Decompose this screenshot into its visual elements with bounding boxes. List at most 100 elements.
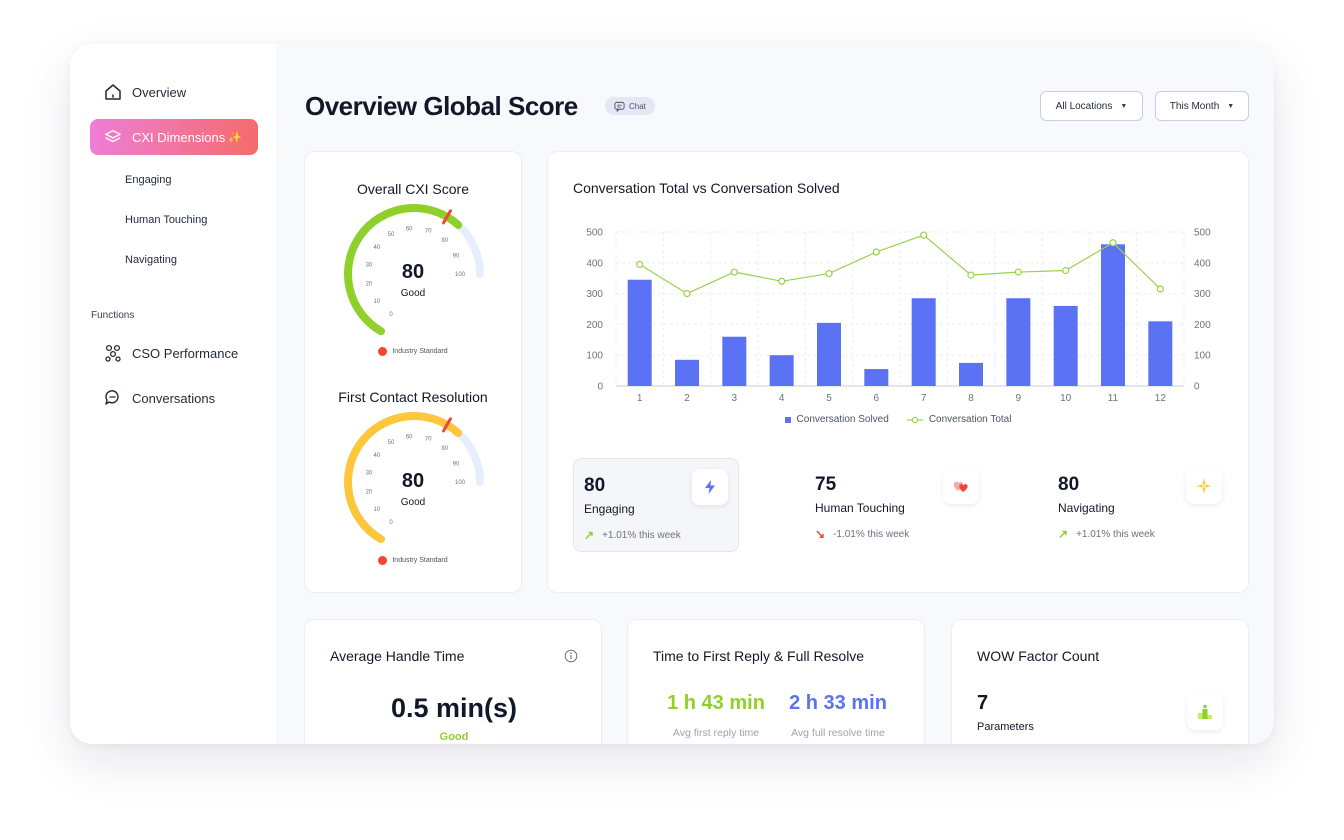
gauge-card: Overall CXI Score 0 10 20 30 40 50 60 70 80 90 100… xyxy=(304,151,522,593)
y2-axis-tick-label: 400 xyxy=(1194,258,1211,269)
stat-trend: ↗ +1.01% this week xyxy=(584,528,681,542)
layers-icon xyxy=(103,127,123,147)
x-axis-tick-label: 7 xyxy=(921,393,927,404)
sparkle-icon xyxy=(1186,468,1222,504)
gauge-tick-label: 90 xyxy=(453,461,460,467)
bar-conversation-solved[interactable] xyxy=(1053,305,1078,386)
point-conversation-total[interactable] xyxy=(1109,239,1117,247)
sidebar-subitem-navigating[interactable]: Navigating xyxy=(125,254,177,266)
period-dropdown-value: This Month xyxy=(1169,100,1220,112)
y2-axis-tick-label: 200 xyxy=(1194,320,1211,331)
stat-card-engaging[interactable]: 80 Engaging ↗ +1.01% this week xyxy=(573,458,739,552)
period-dropdown[interactable]: This Month ▼ xyxy=(1155,91,1249,121)
industry-standard-dot xyxy=(378,347,388,356)
bar-conversation-solved[interactable] xyxy=(911,298,936,386)
chart-legend: Conversation Solved Conversation Total xyxy=(548,414,1248,425)
stat-value: 80 xyxy=(584,475,606,496)
sidebar-subitem-human-touching[interactable]: Human Touching xyxy=(125,214,208,226)
chart-title: Conversation Total vs Conversation Solve… xyxy=(573,180,840,196)
average-handle-time-card: Average Handle Time 0.5 min(s) Good xyxy=(304,619,602,744)
point-conversation-total[interactable] xyxy=(920,231,928,239)
industry-standard-text: Industry Standard xyxy=(392,557,448,564)
gauge-tick-label: 50 xyxy=(388,440,395,446)
bar-conversation-solved[interactable] xyxy=(722,336,747,386)
stat-name: Navigating xyxy=(1058,501,1115,515)
first-contact-resolution-value: 80 xyxy=(401,470,425,492)
functions-section-label: Functions xyxy=(91,310,135,321)
point-conversation-total[interactable] xyxy=(778,277,786,285)
sidebar-item-cxi-dimensions[interactable]: CXI Dimensions ✨ xyxy=(90,119,258,155)
chat-icon xyxy=(614,101,625,112)
sidebar-item-conversations[interactable]: Conversations xyxy=(90,380,258,416)
gauge-tick-label: 60 xyxy=(406,226,413,232)
bar-conversation-solved[interactable] xyxy=(959,362,983,386)
chat-badge[interactable]: Chat xyxy=(605,97,655,115)
point-conversation-total[interactable] xyxy=(1062,266,1070,275)
x-axis-tick-label: 10 xyxy=(1060,393,1072,404)
gauge-tick-label: 20 xyxy=(366,282,373,288)
point-conversation-total[interactable] xyxy=(825,269,833,278)
gauge-tick-label: 40 xyxy=(373,453,380,459)
full-resolve-value: 2 h 33 min xyxy=(789,692,887,714)
sidebar-item-label: CSO Performance xyxy=(132,345,239,361)
bar-conversation-solved[interactable] xyxy=(864,369,889,386)
point-conversation-total[interactable] xyxy=(1156,285,1164,293)
legend-swatch-line xyxy=(906,416,923,423)
industry-standard-marker xyxy=(442,209,452,225)
point-conversation-total[interactable] xyxy=(636,260,644,268)
gauge-tick-label: 10 xyxy=(373,299,380,305)
industry-standard-legend: Industry Standard xyxy=(305,347,521,356)
stat-card-human-touching[interactable]: 75 Human Touching ↘ -1.01% this week xyxy=(805,458,979,552)
legend-item-solved[interactable]: Conversation Solved xyxy=(784,414,889,425)
gauge-tick-label: 30 xyxy=(366,262,373,268)
gauge-tick-label: 20 xyxy=(366,490,373,496)
y2-axis-tick-label: 300 xyxy=(1194,289,1211,300)
x-axis-tick-label: 5 xyxy=(826,393,832,404)
gauge-tick-label: 70 xyxy=(425,228,432,234)
x-axis-tick-label: 3 xyxy=(732,393,738,404)
home-icon xyxy=(103,82,123,102)
y-axis-tick-label: 400 xyxy=(586,258,603,269)
sidebar-item-label: Conversations xyxy=(132,390,216,406)
first-contact-resolution-gauge: 0 10 20 30 40 50 60 70 80 90 100 xyxy=(344,412,484,544)
overall-cxi-gauge: 0 10 20 30 40 50 60 70 80 90 100 xyxy=(344,204,484,336)
chat-badge-label: Chat xyxy=(629,101,646,111)
gauge-tick-label: 100 xyxy=(455,480,466,486)
sidebar-item-overview[interactable]: Overview xyxy=(90,74,258,110)
point-conversation-total[interactable] xyxy=(730,268,738,276)
bar-conversation-solved[interactable] xyxy=(627,279,652,386)
sidebar-subitem-engaging[interactable]: Engaging xyxy=(125,174,172,186)
line-conversation-total xyxy=(639,234,1161,295)
legend-item-total[interactable]: Conversation Total xyxy=(906,414,1011,425)
full-resolve-label: Avg full resolve time xyxy=(791,727,885,739)
aht-title: Average Handle Time xyxy=(330,648,465,664)
stat-card-navigating[interactable]: 80 Navigating ↗ +1.01% this week xyxy=(1048,458,1222,552)
info-icon[interactable] xyxy=(564,649,578,663)
bar-conversation-solved[interactable] xyxy=(1006,298,1031,386)
point-conversation-total[interactable] xyxy=(872,248,880,256)
bar-conversation-solved[interactable] xyxy=(769,355,794,386)
bar-conversation-solved[interactable] xyxy=(1148,321,1173,386)
y-axis-tick-label: 300 xyxy=(586,289,603,300)
gauge-tick-label: 90 xyxy=(453,253,460,259)
gauge-tick-label: 30 xyxy=(366,470,373,476)
stat-name: Human Touching xyxy=(815,501,905,515)
wow-factor-card: WOW Factor Count 7 Parameters xyxy=(951,619,1249,744)
point-conversation-total[interactable] xyxy=(683,289,691,298)
main-content: Overview Global Score Chat All Locations… xyxy=(279,44,1274,744)
location-dropdown[interactable]: All Locations ▼ xyxy=(1040,91,1143,121)
sidebar-item-cso-performance[interactable]: CSO Performance xyxy=(90,335,258,371)
bar-conversation-solved[interactable] xyxy=(675,359,699,386)
bar-conversation-solved[interactable] xyxy=(817,322,841,386)
reply-title: Time to First Reply & Full Resolve xyxy=(653,648,865,664)
stat-trend: ↘ -1.01% this week xyxy=(815,527,909,541)
point-conversation-total[interactable] xyxy=(1014,268,1022,276)
chat-bubbles-icon xyxy=(103,388,123,408)
gauge-tick-label: 0 xyxy=(389,312,393,318)
time-to-reply-card: Time to First Reply & Full Resolve 1 h 4… xyxy=(627,619,925,744)
lightning-icon xyxy=(692,469,728,505)
y2-axis-tick-label: 500 xyxy=(1194,228,1211,239)
bar-conversation-solved[interactable] xyxy=(1101,244,1125,386)
point-conversation-total[interactable] xyxy=(967,271,975,279)
